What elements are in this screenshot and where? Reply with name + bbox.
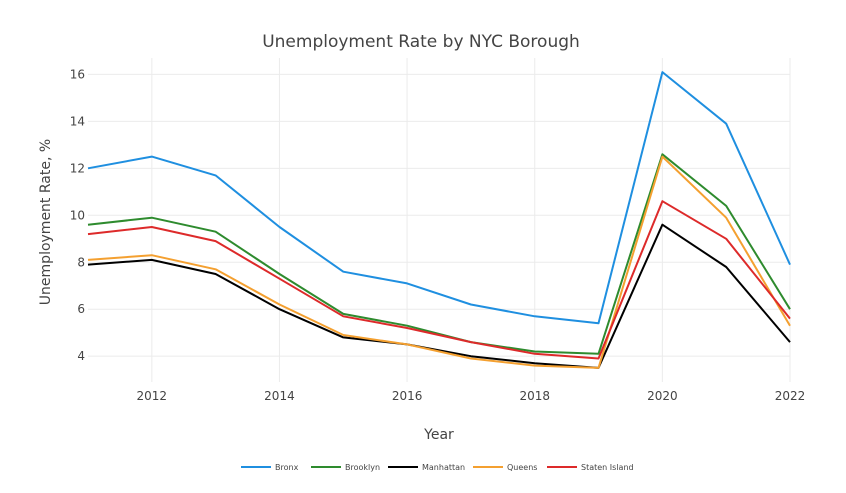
y-tick-label: 14 xyxy=(70,114,85,128)
series-line-brooklyn xyxy=(87,153,791,355)
y-axis-ticks: 4 6 8 10 12 14 16 xyxy=(70,67,85,363)
x-tick-label: 2012 xyxy=(137,389,168,403)
legend-label: Bronx xyxy=(275,463,299,472)
y-tick-label: 6 xyxy=(77,302,85,316)
x-tick-label: 2022 xyxy=(775,389,806,403)
chart-title: Unemployment Rate by NYC Borough xyxy=(262,32,580,52)
legend-item: Manhattan xyxy=(388,463,465,472)
series-line-bronx xyxy=(87,71,791,325)
legend-item: Queens xyxy=(473,463,537,472)
legend: Bronx Brooklyn Manhattan Queens Staten Islan… xyxy=(241,463,634,472)
y-axis-title: Unemployment Rate, % xyxy=(38,139,54,305)
legend-label: Queens xyxy=(507,463,537,472)
legend-item: Staten Island xyxy=(547,463,634,472)
y-tick-label: 12 xyxy=(70,161,85,175)
y-tick-label: 4 xyxy=(77,349,85,363)
series-line-manhattan xyxy=(87,223,791,369)
x-tick-label: 2020 xyxy=(647,389,678,403)
x-tick-label: 2016 xyxy=(392,389,423,403)
x-tick-label: 2014 xyxy=(264,389,295,403)
x-axis-ticks: 2012 2014 2016 2018 2020 2022 xyxy=(137,389,806,403)
series-line-queens xyxy=(87,155,791,369)
series-line-staten-island xyxy=(87,200,791,360)
legend-label: Manhattan xyxy=(422,463,465,472)
x-tick-label: 2018 xyxy=(519,389,550,403)
series-lines xyxy=(87,71,791,369)
grid xyxy=(88,58,791,382)
legend-label: Staten Island xyxy=(581,463,634,472)
legend-item: Bronx xyxy=(241,463,299,472)
x-axis-title: Year xyxy=(423,427,454,443)
legend-label: Brooklyn xyxy=(345,463,380,472)
y-tick-label: 16 xyxy=(70,67,85,81)
legend-item: Brooklyn xyxy=(311,463,380,472)
y-tick-label: 8 xyxy=(77,255,85,269)
y-tick-label: 10 xyxy=(70,208,85,222)
